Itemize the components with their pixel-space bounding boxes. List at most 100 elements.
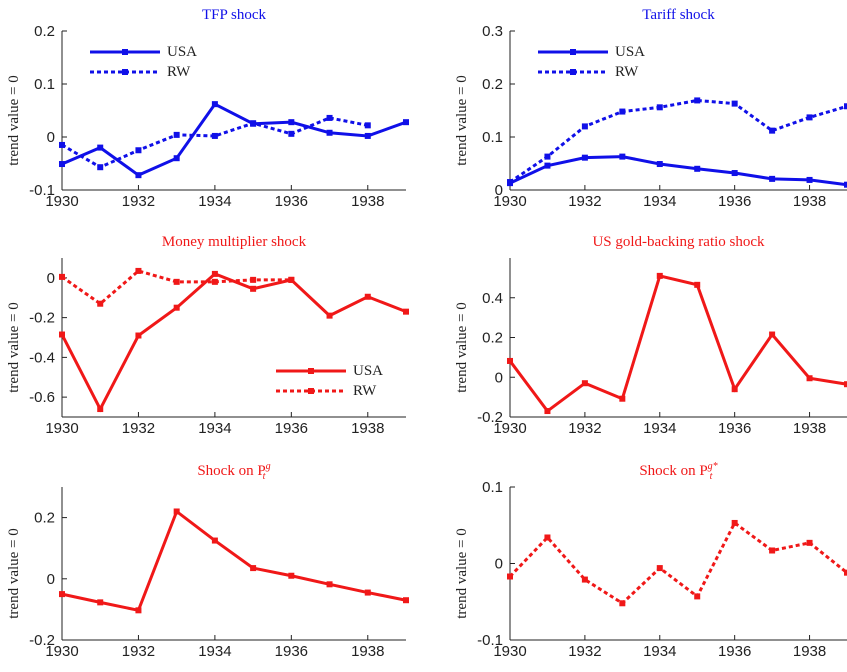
x-tick-label: 1938	[351, 420, 384, 437]
marker	[135, 267, 142, 274]
legend-marker	[570, 69, 576, 75]
legend-box	[272, 361, 382, 401]
marker	[211, 270, 218, 277]
x-tick-label: 1936	[275, 420, 308, 437]
marker	[403, 308, 409, 315]
marker	[97, 406, 104, 413]
title-text: TFP shock	[202, 7, 267, 23]
marker	[806, 114, 813, 121]
y-tick-label: -0.6	[29, 389, 55, 406]
marker	[731, 519, 738, 526]
marker	[656, 161, 663, 168]
marker	[326, 312, 333, 319]
marker	[507, 179, 513, 186]
y-tick-label: -0.2	[477, 409, 503, 426]
marker	[581, 576, 588, 583]
marker	[844, 181, 847, 188]
marker	[288, 130, 295, 137]
marker	[97, 164, 104, 171]
y-tick-label: 0	[495, 556, 503, 573]
chart-title: Shock on Pg* t	[639, 461, 717, 482]
chart-title: Money multiplier shock	[162, 234, 307, 250]
marker	[364, 122, 371, 129]
title-sup: g	[266, 461, 271, 472]
x-tick-label: 1932	[568, 420, 601, 437]
marker	[731, 100, 738, 107]
marker	[844, 103, 847, 110]
title-text: Shock on P	[197, 463, 265, 479]
marker	[806, 539, 813, 546]
marker	[619, 395, 626, 402]
marker	[288, 572, 295, 579]
marker	[844, 569, 847, 576]
marker	[656, 565, 663, 572]
marker	[581, 380, 588, 387]
y-tick-label: -0.4	[29, 349, 55, 366]
legend-marker	[122, 69, 128, 75]
marker	[250, 276, 257, 283]
series-line	[61, 509, 407, 613]
panel: 0 0.1 0.2 0.3 1930 1932 1934 1936 1938 Tariff sho…	[454, 7, 847, 210]
marker	[619, 600, 626, 607]
y-tick-label: -0.2	[29, 310, 55, 327]
marker	[59, 591, 65, 598]
legend-box	[534, 42, 644, 82]
y-tick-label: 0	[47, 270, 55, 287]
y-axis-label: trend value = 0	[454, 75, 470, 166]
x-tick-label: 1930	[493, 643, 526, 660]
title-sup: g*	[708, 461, 718, 472]
marker	[769, 547, 776, 554]
x-tick-label: 1934	[643, 420, 676, 437]
series-line	[509, 155, 847, 187]
marker	[97, 144, 104, 151]
marker	[59, 273, 65, 280]
marker	[59, 141, 65, 148]
x-tick-label: 1932	[122, 193, 155, 210]
x-tick-label: 1932	[568, 193, 601, 210]
marker	[769, 331, 776, 338]
x-tick-label: 1934	[643, 643, 676, 660]
y-tick-label: 0.2	[482, 330, 503, 347]
x-tick-label: 1936	[275, 193, 308, 210]
marker	[581, 154, 588, 161]
marker	[694, 165, 701, 172]
panel: -0.1 0 0.1 1930 1932 1934 1936 1938 Shock on Pg*…	[454, 461, 847, 660]
x-tick-label: 1938	[793, 420, 826, 437]
y-axis-label: trend value = 0	[6, 75, 22, 166]
y-tick-label: 0.1	[34, 76, 55, 93]
y-tick-label: 0.1	[482, 479, 503, 496]
marker	[288, 119, 295, 126]
marker	[544, 153, 551, 160]
marker	[97, 599, 104, 606]
legend-label: USA	[353, 363, 383, 379]
marker	[173, 278, 180, 285]
marker	[544, 408, 551, 415]
marker	[403, 119, 409, 126]
y-axis-label: trend value = 0	[454, 528, 470, 619]
marker	[694, 593, 701, 600]
title-sub: t	[710, 471, 713, 482]
y-axis-label: trend value = 0	[6, 302, 22, 393]
marker	[211, 132, 218, 139]
y-tick-label: 0	[47, 129, 55, 146]
marker	[544, 534, 551, 541]
marker	[364, 293, 371, 300]
chart-title: Tariff shock	[642, 7, 715, 23]
marker	[694, 281, 701, 288]
series-line	[61, 116, 369, 169]
marker	[59, 161, 65, 168]
marker	[173, 131, 180, 138]
x-tick-label: 1936	[718, 420, 751, 437]
title-text: US gold-backing ratio shock	[592, 234, 765, 250]
x-tick-label: 1932	[122, 420, 155, 437]
legend-marker	[122, 49, 128, 55]
marker	[364, 132, 371, 139]
x-tick-label: 1934	[198, 643, 231, 660]
marker	[806, 176, 813, 183]
series-line	[508, 274, 847, 414]
marker	[250, 120, 257, 127]
series-line	[60, 272, 407, 413]
title-text: Shock on P	[639, 463, 707, 479]
marker	[507, 573, 513, 580]
x-tick-label: 1930	[45, 193, 78, 210]
